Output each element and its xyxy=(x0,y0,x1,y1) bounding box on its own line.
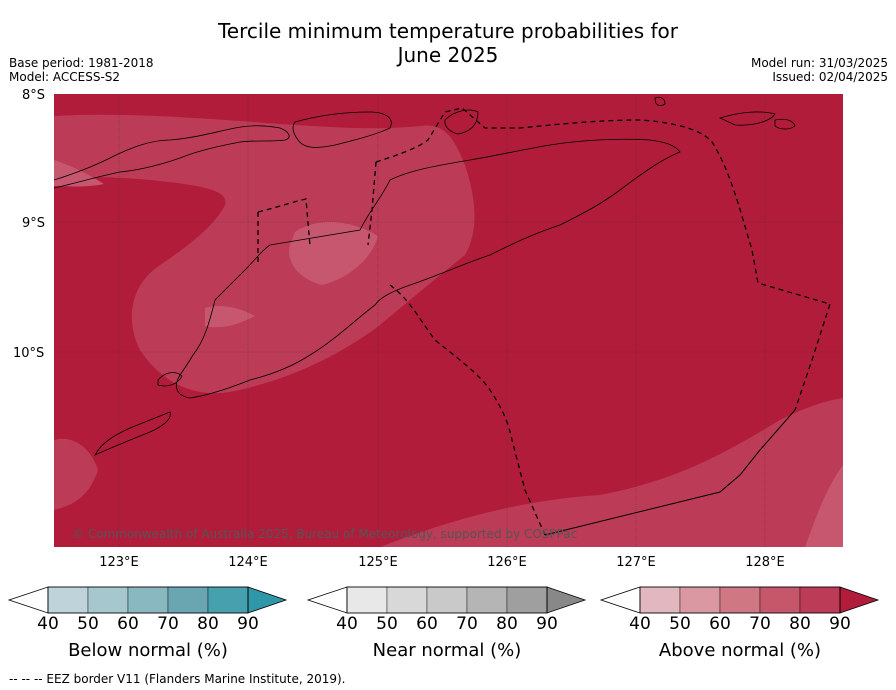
eez-border xyxy=(257,107,831,536)
copyright-text: © Commonwealth of Australia 2025, Bureau… xyxy=(72,527,577,541)
timor-coastline xyxy=(176,138,681,399)
above-normal-colorbar-segment xyxy=(679,586,721,614)
below-normal-tick-label: 50 xyxy=(77,614,99,634)
east-island-coastline xyxy=(718,111,776,126)
near-normal-tick-label: 60 xyxy=(416,614,438,634)
coastlines xyxy=(54,96,796,456)
model-run-text: Model run: 31/03/2025 xyxy=(750,56,888,70)
colorbars xyxy=(7,586,880,614)
above-normal-colorbar-segment xyxy=(639,586,681,614)
above-70-region xyxy=(54,160,104,187)
below-normal-tick-label: 60 xyxy=(117,614,139,634)
above-70-region xyxy=(805,465,843,547)
flores-coastline xyxy=(54,125,290,189)
map-title-line2: June 2025 xyxy=(397,43,499,67)
near-normal-tick-label: 70 xyxy=(456,614,478,634)
near-normal-tick-label: 40 xyxy=(336,614,358,634)
below-normal-colorbar-segment xyxy=(207,586,249,614)
above-normal-tick-label: 50 xyxy=(669,614,691,634)
wetar-coastline xyxy=(444,109,479,135)
near-normal-colorbar-label: Near normal (%) xyxy=(372,640,522,661)
base-period-text: Base period: 1981-2018 xyxy=(9,56,154,70)
above-normal-tick-label: 70 xyxy=(749,614,771,634)
model-text: Model: ACCESS-S2 xyxy=(9,70,121,84)
near-normal-tick-label: 90 xyxy=(536,614,558,634)
above-70-region xyxy=(205,305,255,328)
above-80-region xyxy=(54,438,98,510)
above-80-region xyxy=(380,398,843,547)
axis-labels: 8°S 9°S 10°S 123°E 124°E 125°E 126°E 127… xyxy=(13,88,785,570)
near-normal-colorbar-low-arrow xyxy=(306,586,348,614)
above-normal-colorbar-high-arrow xyxy=(839,586,880,614)
near-normal-colorbar-segment xyxy=(426,586,468,614)
near-normal-colorbar-segment xyxy=(466,586,508,614)
below-normal-tick-label: 80 xyxy=(197,614,219,634)
near-normal-colorbar-high-arrow xyxy=(546,586,587,614)
above-normal-colorbar-segment xyxy=(759,586,801,614)
lon-label: 126°E xyxy=(487,555,527,570)
near-normal-colorbar-segment xyxy=(506,586,548,614)
above-normal-tick-label: 90 xyxy=(829,614,851,634)
issued-text: Issued: 02/04/2025 xyxy=(772,70,888,84)
above-normal-colorbar-label: Above normal (%) xyxy=(658,640,822,661)
near-normal-colorbar-segment xyxy=(386,586,428,614)
below-normal-colorbar-low-arrow xyxy=(7,586,49,614)
eez-footnote: -- -- -- EEZ border V11 (Flanders Marine… xyxy=(9,672,346,686)
lon-label: 128°E xyxy=(745,555,785,570)
below-normal-tick-label: 70 xyxy=(157,614,179,634)
map-area: © Commonwealth of Australia 2025, Bureau… xyxy=(54,94,843,547)
semau-coastline xyxy=(157,372,183,387)
above-80-region xyxy=(54,114,475,394)
gridlines xyxy=(54,94,843,547)
below-normal-tick-label: 90 xyxy=(237,614,259,634)
lon-label: 123°E xyxy=(99,555,139,570)
lon-label: 127°E xyxy=(616,555,656,570)
lat-label: 8°S xyxy=(22,88,45,103)
above-normal-colorbar-low-arrow xyxy=(599,586,641,614)
above-normal-tick-label: 40 xyxy=(629,614,651,634)
above-normal-colorbar-segment xyxy=(719,586,761,614)
lon-label: 124°E xyxy=(228,555,268,570)
east-island-coastline xyxy=(774,118,796,130)
above-normal-colorbar-segment xyxy=(799,586,841,614)
below-normal-colorbar-segment xyxy=(167,586,209,614)
below-normal-tick-label: 40 xyxy=(37,614,59,634)
below-normal-colorbar-label: Below normal (%) xyxy=(68,640,228,661)
near-normal-tick-label: 50 xyxy=(376,614,398,634)
above-normal-tick-label: 80 xyxy=(789,614,811,634)
below-normal-colorbar-high-arrow xyxy=(247,586,288,614)
below-normal-colorbar-segment xyxy=(87,586,129,614)
small-island-coastline xyxy=(654,96,666,106)
lat-label: 10°S xyxy=(13,346,44,361)
near-normal-colorbar-segment xyxy=(346,586,388,614)
below-normal-colorbar-segment xyxy=(47,586,89,614)
near-normal-tick-label: 80 xyxy=(496,614,518,634)
below-normal-colorbar-segment xyxy=(127,586,169,614)
lon-label: 125°E xyxy=(358,555,398,570)
boundary-line xyxy=(544,409,796,536)
map-title-line1: Tercile minimum temperature probabilitie… xyxy=(217,19,679,43)
rote-coastline xyxy=(94,411,171,456)
lat-label: 9°S xyxy=(22,216,45,231)
above-normal-tick-label: 60 xyxy=(709,614,731,634)
alor-coastline xyxy=(292,111,392,148)
